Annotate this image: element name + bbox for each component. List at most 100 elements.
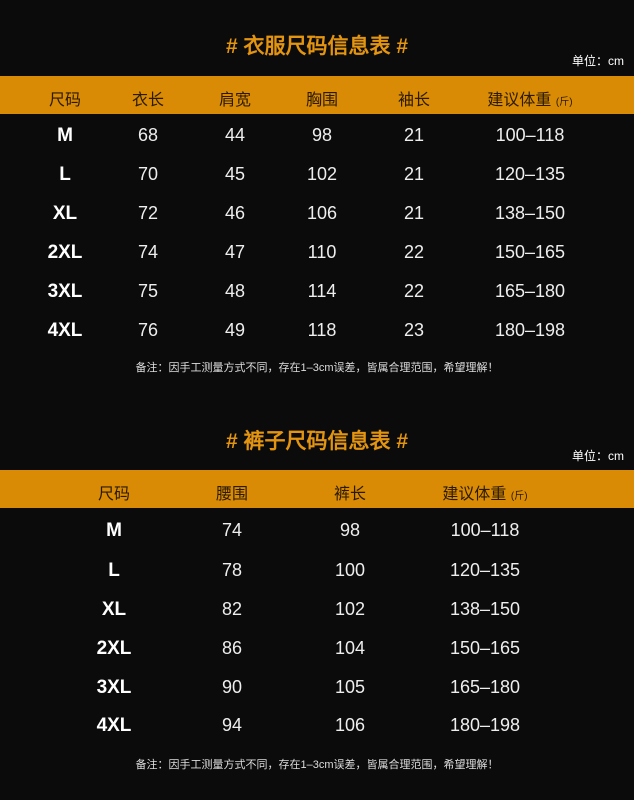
table-cell: 21 <box>403 125 425 145</box>
table-cell: 22 <box>403 281 425 301</box>
size-label: 3XL <box>47 281 83 302</box>
size-label: M <box>106 520 122 541</box>
table-cell: 78 <box>221 560 243 580</box>
table-row: 3XL 90 105 165–180 <box>0 677 634 707</box>
table-cell: 118 <box>307 320 337 340</box>
table-row: XL 72 46 106 21 138–150 <box>0 203 634 233</box>
table-row: XL 82 102 138–150 <box>0 599 634 629</box>
column-header-label: 裤长 <box>333 486 367 503</box>
table-cell: 22 <box>403 242 425 262</box>
table-cell: 110 <box>307 242 337 262</box>
table-cell: 106 <box>306 203 338 223</box>
column-header-label: 腰围 <box>215 486 249 503</box>
table-cell: 75 <box>137 281 159 301</box>
table-cell: 100–118 <box>450 520 520 540</box>
column-header-label: 建议体重 <box>487 92 552 109</box>
table-cell: 120–135 <box>494 164 566 184</box>
weight-unit: (斤) <box>555 97 573 108</box>
table-row: 3XL 75 48 114 22 165–180 <box>0 281 634 311</box>
column-header-label: 尺码 <box>48 92 82 109</box>
table-cell: 138–150 <box>449 599 521 619</box>
table-row: M 68 44 98 21 100–118 <box>0 125 634 155</box>
unit-label: 单位：cm <box>572 54 624 68</box>
column-header-label: 胸围 <box>305 92 339 109</box>
size-label: L <box>108 560 120 581</box>
table-cell: 180–198 <box>449 715 521 735</box>
column-header: 胸围 <box>306 86 338 110</box>
table-row: 4XL 76 49 118 23 180–198 <box>0 320 634 350</box>
column-header: 裤长 <box>334 480 366 504</box>
table-cell: 94 <box>221 715 243 735</box>
column-header: 尺码 <box>98 480 130 504</box>
table-cell: 90 <box>221 677 243 697</box>
footnote: 备注：因手工测量方式不同，存在1–3cm误差，皆属合理范围，希望理解！ <box>135 759 499 771</box>
table-cell: 100–118 <box>495 125 565 145</box>
table-row: L 78 100 120–135 <box>0 560 634 590</box>
table-cell: 165–180 <box>494 281 566 301</box>
column-header: 尺码 <box>49 86 81 110</box>
table-cell: 102 <box>334 599 366 619</box>
table-cell: 105 <box>334 677 366 697</box>
table-cell: 21 <box>403 203 425 223</box>
table-cell: 49 <box>224 320 246 340</box>
column-header-label: 衣长 <box>131 92 165 109</box>
table-cell: 165–180 <box>449 677 521 697</box>
table-row: 2XL 86 104 150–165 <box>0 638 634 668</box>
table-cell: 150–165 <box>494 242 566 262</box>
table-cell: 98 <box>339 520 361 540</box>
table-cell: 120–135 <box>449 560 521 580</box>
table-row: 2XL 74 47 110 22 150–165 <box>0 242 634 272</box>
table-row: M 74 98 100–118 <box>0 520 634 550</box>
table-cell: 23 <box>403 320 425 340</box>
footnote: 备注：因手工测量方式不同，存在1–3cm误差，皆属合理范围，希望理解！ <box>135 362 499 374</box>
table-cell: 68 <box>137 125 159 145</box>
table-title: # 裤子尺码信息表 # <box>225 430 409 453</box>
table-cell: 150–165 <box>449 638 521 658</box>
unit-label: 单位：cm <box>572 449 624 463</box>
table-cell: 106 <box>334 715 366 735</box>
column-header: 建议体重 (斤) <box>442 480 527 504</box>
table-cell: 82 <box>221 599 243 619</box>
size-label: XL <box>52 203 78 224</box>
size-label: 4XL <box>96 715 132 736</box>
table-cell: 48 <box>224 281 246 301</box>
size-label: 3XL <box>96 677 132 698</box>
table-cell: 114 <box>307 281 337 301</box>
table-cell: 76 <box>137 320 159 340</box>
column-header-label: 尺码 <box>97 486 131 503</box>
header-band: 尺码 腰围 裤长 建议体重 (斤) <box>0 470 634 508</box>
column-header-label: 肩宽 <box>218 92 252 109</box>
column-header: 袖长 <box>398 86 430 110</box>
header-band: 尺码 衣长 肩宽 胸围 袖长 建议体重 (斤) <box>0 76 634 114</box>
table-cell: 74 <box>221 520 243 540</box>
table-cell: 138–150 <box>494 203 566 223</box>
table-cell: 70 <box>137 164 159 184</box>
table-row: 4XL 94 106 180–198 <box>0 715 634 745</box>
size-label: XL <box>101 599 127 620</box>
size-label: 4XL <box>47 320 83 341</box>
size-label: 2XL <box>47 242 83 263</box>
column-header: 建议体重 (斤) <box>487 86 572 110</box>
table-cell: 21 <box>403 164 425 184</box>
size-label: L <box>59 164 71 185</box>
column-header: 衣长 <box>132 86 164 110</box>
table-cell: 104 <box>334 638 366 658</box>
table-cell: 74 <box>137 242 159 262</box>
table-cell: 47 <box>224 242 246 262</box>
size-label: 2XL <box>96 638 132 659</box>
table-title: # 衣服尺码信息表 # <box>225 35 409 58</box>
size-label: M <box>57 125 73 146</box>
table-cell: 100 <box>334 560 366 580</box>
table-cell: 44 <box>224 125 246 145</box>
table-cell: 72 <box>137 203 159 223</box>
table-cell: 180–198 <box>494 320 566 340</box>
weight-unit: (斤) <box>510 491 528 502</box>
table-cell: 45 <box>224 164 246 184</box>
column-header-label: 袖长 <box>397 92 431 109</box>
column-header: 肩宽 <box>219 86 251 110</box>
column-header: 腰围 <box>216 480 248 504</box>
table-cell: 98 <box>311 125 333 145</box>
table-cell: 46 <box>224 203 246 223</box>
table-cell: 86 <box>221 638 243 658</box>
table-cell: 102 <box>306 164 338 184</box>
